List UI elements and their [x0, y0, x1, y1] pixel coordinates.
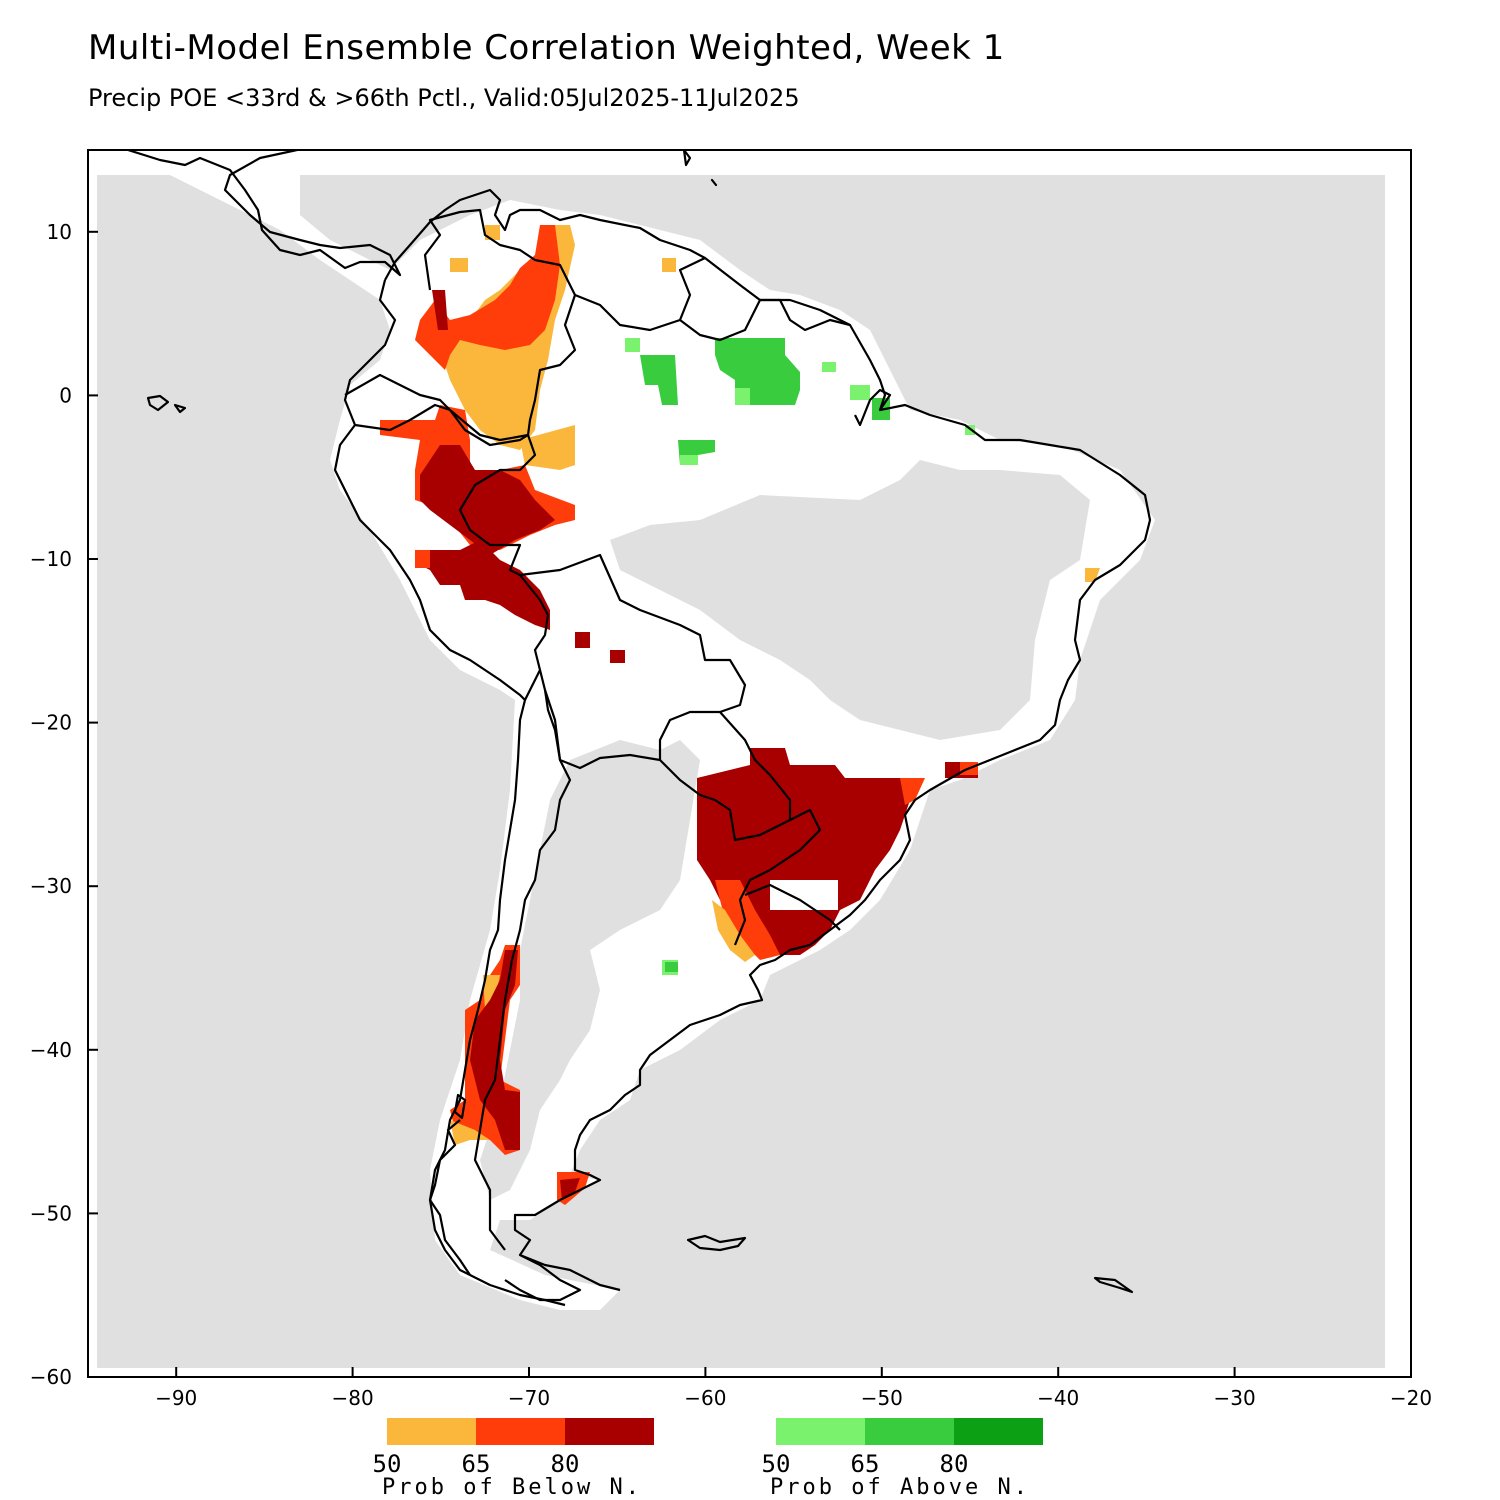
uruguay-border — [744, 883, 841, 931]
amazon-green-light — [680, 455, 698, 465]
legend-below-tick-80: 80 — [551, 1450, 580, 1478]
y-tick-label: −40 — [30, 1038, 72, 1062]
y-tick-label: −30 — [30, 874, 72, 898]
y-tick-label: −50 — [30, 1201, 72, 1225]
x-tick-label: −90 — [155, 1386, 197, 1410]
paraguay-border — [659, 711, 792, 842]
argentina-no-data — [480, 740, 700, 1200]
chiloe — [453, 1093, 467, 1120]
land-mask — [130, 150, 1155, 1310]
small-green-1 — [822, 362, 836, 372]
guyanas-border — [679, 298, 851, 342]
chile-islands — [428, 1119, 471, 1276]
peru-south-darkred — [420, 540, 550, 630]
y-tick-label: −20 — [30, 711, 72, 735]
venezuela-green-light — [625, 338, 640, 352]
legend-above: 50 65 80 Prob of Above N. — [762, 1418, 1043, 1500]
chile-darkred — [470, 950, 520, 1150]
chile-argentina-border — [473, 689, 572, 1251]
guyana-orange — [662, 258, 676, 272]
paraguay-brazil-darkred — [697, 748, 920, 955]
patagonia-darkred — [560, 1178, 580, 1200]
legend-above-tick-50: 50 — [762, 1450, 791, 1478]
legend-below-tick-50: 50 — [373, 1450, 402, 1478]
caribbean-island — [682, 150, 718, 187]
chile-orange-south — [450, 1120, 490, 1145]
map-body — [88, 150, 1411, 1377]
map-subtitle: Precip POE <33rd & >66th Pctl., Valid:05… — [88, 84, 800, 112]
peru-border — [354, 403, 550, 701]
y-tick-label: 10 — [47, 220, 72, 244]
legend-above-caption: Prob of Above N. — [770, 1475, 1030, 1500]
legend-above-tick-65: 65 — [851, 1450, 880, 1478]
chile-orange — [483, 975, 500, 1010]
x-tick-label: −50 — [861, 1386, 903, 1410]
guyana-green-light — [735, 388, 750, 405]
x-tick-label: −80 — [331, 1386, 373, 1410]
south-georgia — [1093, 1276, 1134, 1294]
x-axis: −90 −80 −70 −60 −50 −40 −30 −20 — [155, 1367, 1432, 1410]
legend-below: 50 65 80 Prob of Below N. — [373, 1418, 654, 1500]
south-america-coast — [384, 188, 1152, 1292]
galapagos — [146, 394, 187, 414]
colombia-border — [423, 208, 577, 442]
bolivia-darkred-2 — [610, 650, 625, 663]
legend-above-tick-80: 80 — [940, 1450, 969, 1478]
amazon-delta — [854, 388, 892, 427]
x-tick-label: −40 — [1037, 1386, 1079, 1410]
peru-darkred — [420, 445, 555, 555]
x-tick-label: −60 — [684, 1386, 726, 1410]
ecuador-border — [344, 373, 451, 411]
legend-above-swatch-65 — [865, 1418, 954, 1445]
uruguay-orange — [712, 900, 755, 962]
plot-frame — [87, 149, 1412, 1378]
saopaulo-red — [900, 778, 925, 805]
peru-south-red — [415, 550, 430, 568]
legend-above-swatch-50 — [776, 1418, 865, 1445]
falklands — [686, 1234, 747, 1252]
y-tick-label: 0 — [59, 383, 72, 407]
interior-no-data — [610, 460, 1090, 740]
pacific-coast — [333, 279, 566, 1307]
argentina-green-dark — [665, 962, 678, 972]
coastlines-borders — [127, 150, 1152, 1307]
tierra-del-fuego — [504, 1254, 582, 1302]
x-tick-label: −70 — [508, 1386, 550, 1410]
x-tick-label: −20 — [1390, 1386, 1432, 1410]
venezuela-orange — [450, 258, 468, 272]
legend-above-swatch-80 — [954, 1418, 1043, 1445]
bolivia-darkred-1 — [575, 632, 590, 648]
venezuela-green — [640, 355, 678, 405]
amazon-orange — [520, 425, 575, 470]
y-tick-label: −60 — [30, 1365, 72, 1389]
venezuela-border — [574, 257, 706, 332]
legend: 50 65 80 Prob of Below N. 50 65 80 Prob … — [373, 1418, 1043, 1500]
colombia-darkred — [432, 290, 448, 330]
above-normal-areas — [625, 338, 975, 975]
riogrande-white — [770, 880, 838, 910]
central-america-coast — [127, 150, 402, 277]
below-normal-areas — [380, 225, 1100, 1205]
map-title: Multi-Model Ensemble Correlation Weighte… — [88, 28, 1005, 68]
southbrazil-red — [715, 880, 780, 960]
y-axis: 10 0 −10 −20 −30 −40 −50 −60 — [30, 220, 98, 1389]
colombia-red — [415, 225, 560, 370]
legend-below-swatch-65 — [476, 1418, 565, 1445]
legend-below-caption: Prob of Below N. — [382, 1475, 642, 1500]
legend-below-tick-65: 65 — [462, 1450, 491, 1478]
legend-below-swatch-50 — [387, 1418, 476, 1445]
y-tick-label: −10 — [30, 547, 72, 571]
x-tick-label: −30 — [1213, 1386, 1255, 1410]
argentina-brazil-border — [733, 808, 822, 946]
amapa-green-light — [850, 385, 870, 400]
legend-below-swatch-80 — [565, 1418, 654, 1445]
